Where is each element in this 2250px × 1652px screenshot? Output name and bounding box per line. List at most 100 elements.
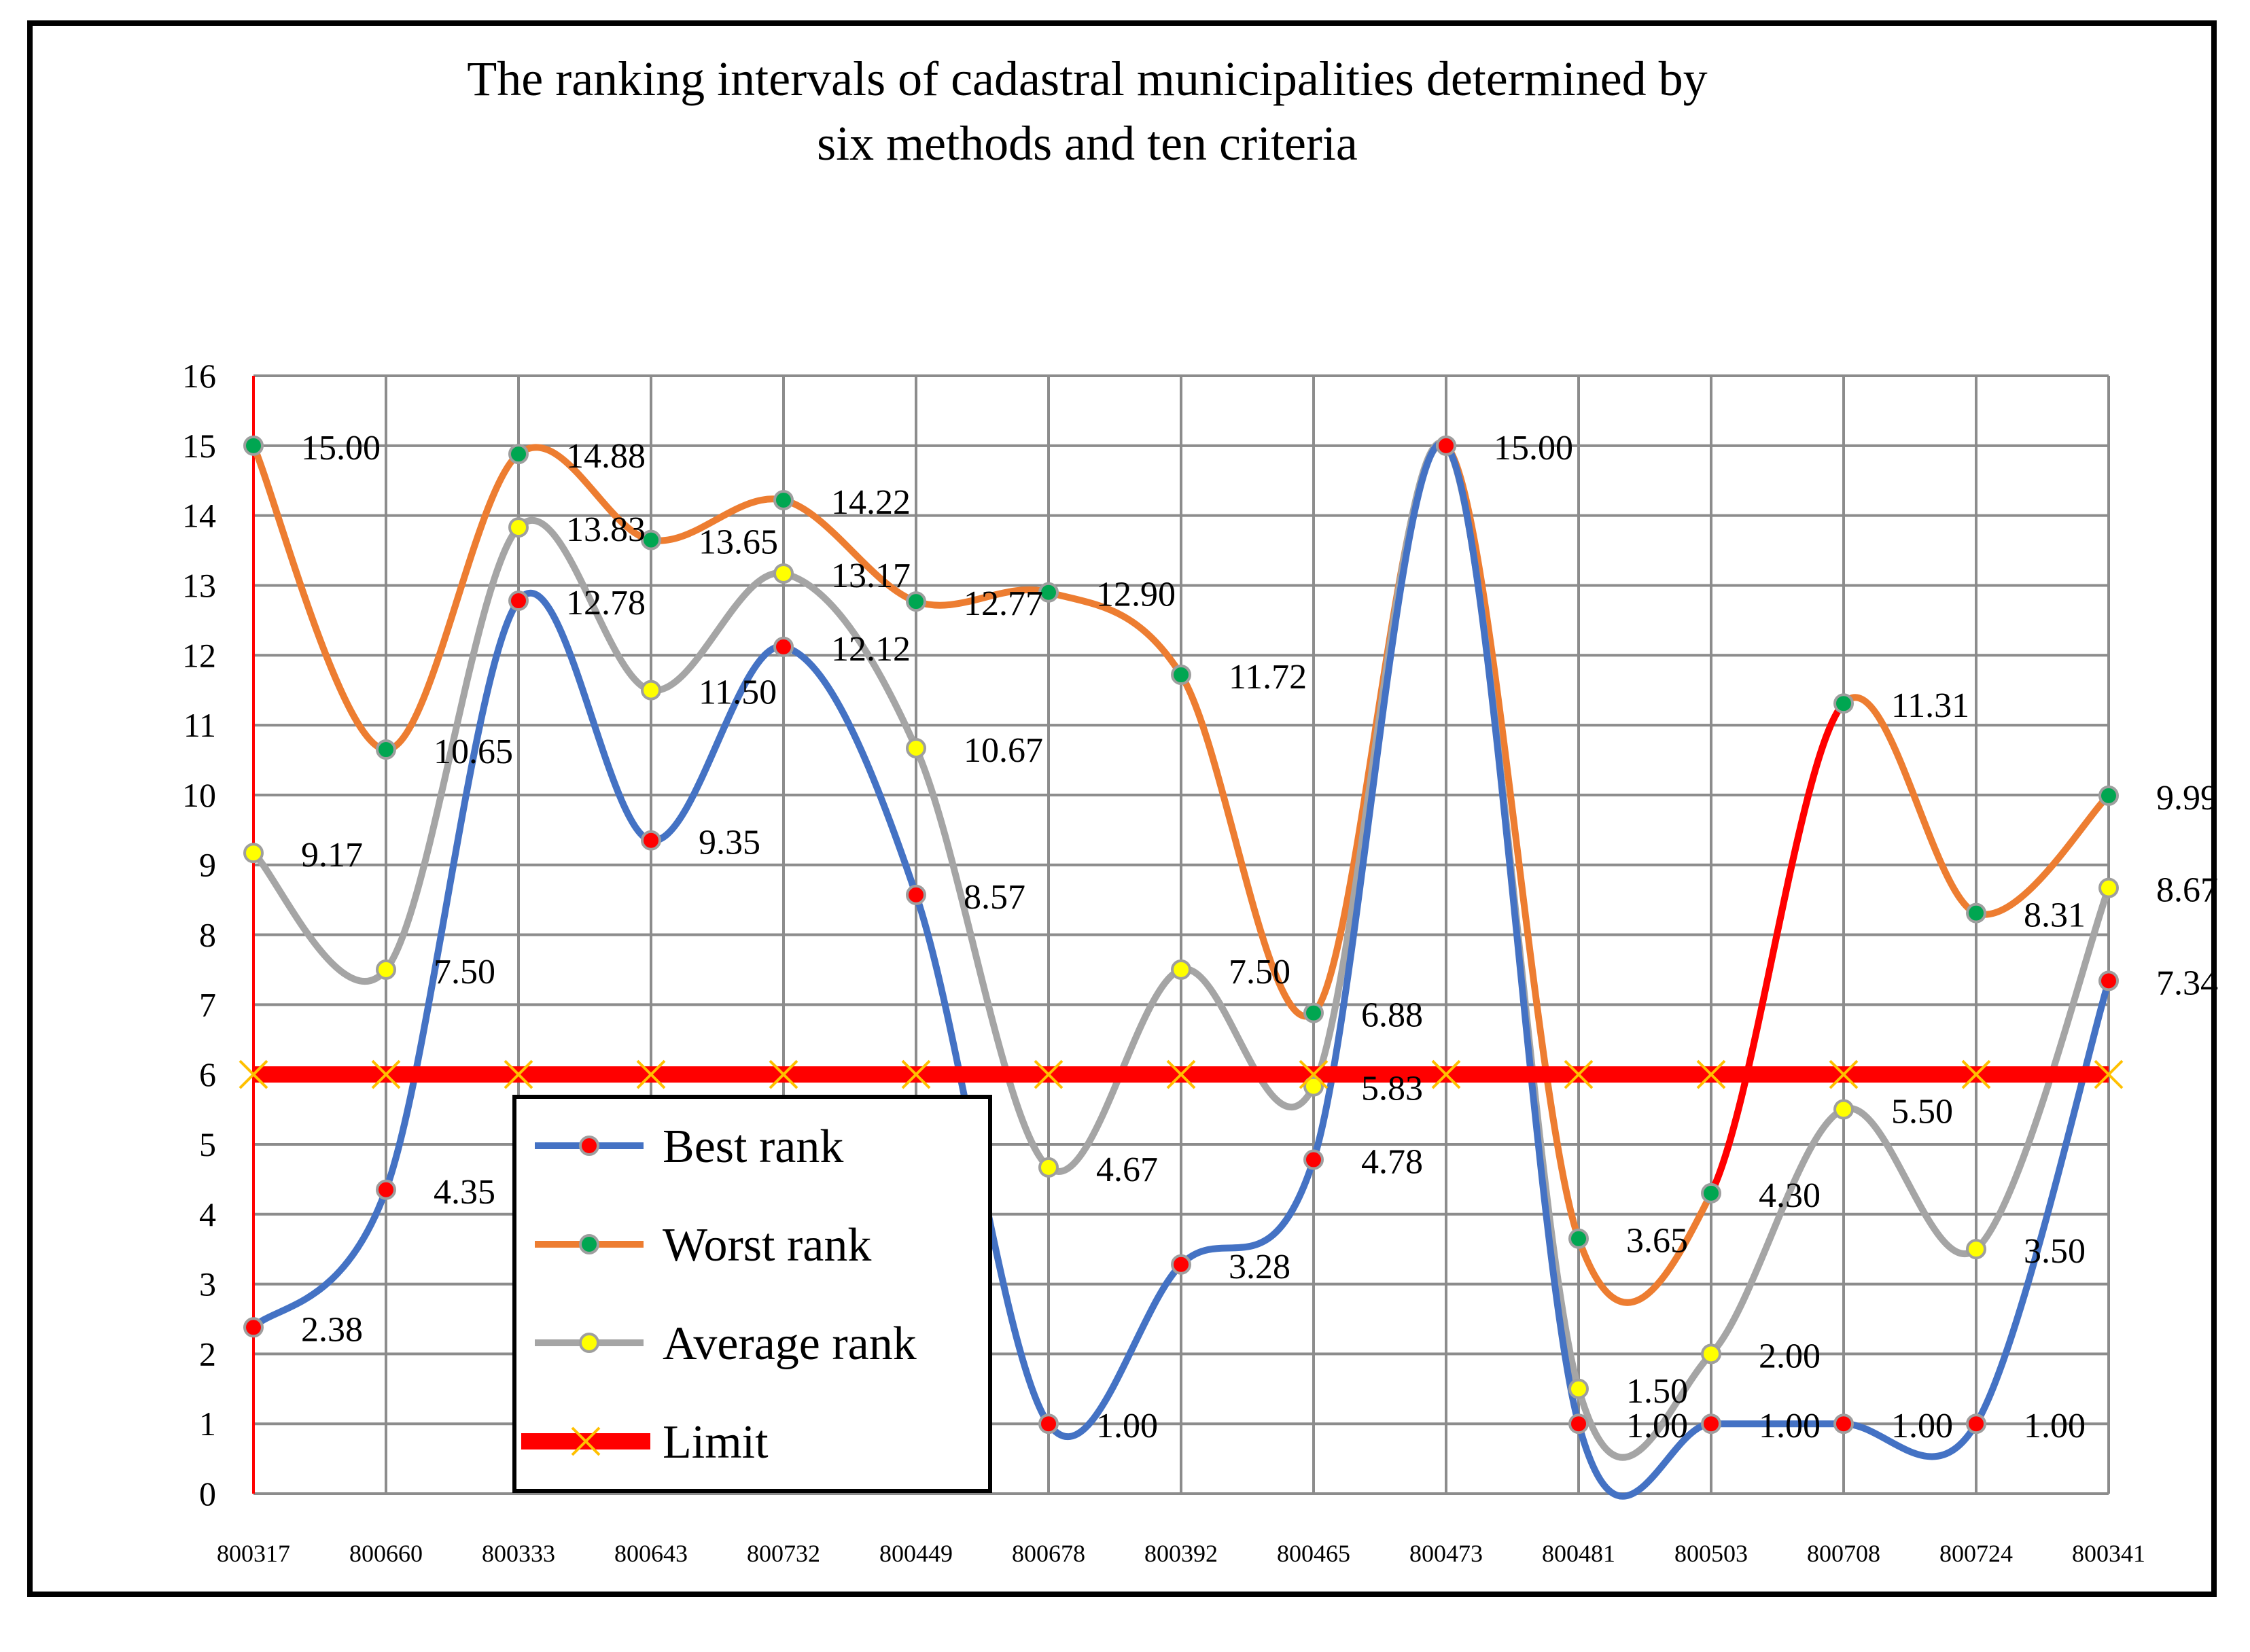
best-rank-point <box>243 1317 264 1338</box>
y-tick-label: 9 <box>199 846 216 884</box>
limit-point <box>239 1059 268 1089</box>
best-rank-point <box>1171 1254 1191 1275</box>
best-rank-label: 1.00 <box>1891 1407 1953 1445</box>
x-tick-label: 800317 <box>217 1540 290 1567</box>
y-tick-label: 6 <box>199 1055 216 1093</box>
best-rank-label: 1.00 <box>1759 1407 1821 1445</box>
average-rank-point <box>1966 1239 1986 1260</box>
limit-point <box>1299 1059 1329 1089</box>
data-labels: 2.38 15.00 9.17 4.35 10.65 7.50 12.78 14.88 13.8… <box>301 429 2218 1445</box>
average-rank-point <box>641 680 661 701</box>
y-tick-label: 8 <box>199 916 216 954</box>
limit-point <box>636 1059 666 1089</box>
legend-swatch-marker <box>579 1333 599 1353</box>
x-tick-label: 800732 <box>747 1540 820 1567</box>
x-tick-label: 800678 <box>1012 1540 1085 1567</box>
best-rank-point <box>2098 970 2119 991</box>
best-rank-label: 1.00 <box>2024 1407 2086 1445</box>
best-rank-point <box>773 636 794 657</box>
limit-point <box>769 1059 798 1089</box>
legend-item-worst-rank: Worst rank <box>535 1219 871 1271</box>
limit-marker-stroke <box>636 1059 666 1089</box>
x-tick-label: 800473 <box>1409 1540 1483 1567</box>
worst-rank-label: 15.00 <box>301 429 381 468</box>
series-markers <box>239 435 2124 1435</box>
average-rank-point <box>1833 1099 1854 1120</box>
limit-marker-stroke <box>371 1059 401 1089</box>
limit-marker-stroke <box>1299 1059 1329 1089</box>
limit-marker-stroke <box>901 1059 931 1089</box>
best-rank-label: 1.00 <box>1626 1407 1688 1445</box>
worst-rank-label: 4.30 <box>1759 1176 1821 1215</box>
average-rank-label: 5.83 <box>1361 1070 1423 1108</box>
best-rank-label: 12.78 <box>566 584 646 622</box>
chart-title-line2: six methods and ten criteria <box>817 116 1358 171</box>
limit-point <box>1696 1059 1726 1089</box>
y-tick-label: 16 <box>182 357 216 395</box>
x-tick-label: 800643 <box>614 1540 688 1567</box>
average-rank-point <box>1038 1157 1059 1178</box>
worst-rank-point <box>1833 693 1854 714</box>
y-tick-label: 11 <box>183 706 216 744</box>
worst-rank-point <box>773 490 794 511</box>
best-rank-label: 12.12 <box>831 630 911 669</box>
best-rank-point <box>1038 1413 1059 1435</box>
average-rank-point <box>508 517 529 538</box>
average-rank-point <box>243 843 264 864</box>
best-rank-point <box>508 591 529 612</box>
best-rank-point <box>1833 1413 1854 1435</box>
y-tick-label: 13 <box>182 566 216 604</box>
average-rank-label: 1.50 <box>1626 1372 1688 1411</box>
x-axis: 800317 800660 800333 800643 800732 800449 8006… <box>217 1540 2145 1567</box>
worst-rank-label: 12.90 <box>1096 576 1176 614</box>
limit-marker-stroke <box>239 1059 268 1089</box>
worst-rank-label: 13.65 <box>699 523 778 562</box>
average-rank-point <box>1568 1378 1589 1399</box>
legend-label: Worst rank <box>663 1219 871 1271</box>
worst-rank-point <box>508 444 529 465</box>
worst-rank-point <box>376 739 396 760</box>
y-tick-label: 1 <box>199 1405 216 1443</box>
worst-rank-point <box>1303 1002 1324 1023</box>
worst-rank-label: 10.65 <box>434 733 513 771</box>
average-rank-label: 10.67 <box>964 731 1043 770</box>
worst-rank-label: 12.77 <box>964 584 1043 623</box>
average-rank-point <box>2098 877 2119 898</box>
x-tick-label: 800333 <box>482 1540 555 1567</box>
limit-point <box>1961 1059 1991 1089</box>
average-rank-label: 9.17 <box>301 836 363 875</box>
best-rank-label: 4.78 <box>1361 1143 1423 1182</box>
x-tick-label: 800724 <box>1939 1540 2013 1567</box>
x-tick-label: 800465 <box>1277 1540 1350 1567</box>
y-tick-label: 0 <box>199 1475 216 1513</box>
y-tick-label: 7 <box>199 985 216 1023</box>
worst-rank-label: 9.99 <box>2156 779 2218 818</box>
worst-rank-point <box>906 591 926 612</box>
legend-item-average-rank: Average rank <box>535 1318 917 1370</box>
best-rank-point <box>1966 1413 1986 1435</box>
average-rank-point <box>1171 959 1191 980</box>
average-rank-label: 5.50 <box>1891 1093 1953 1131</box>
limit-point <box>1431 1059 1461 1089</box>
legend-label: Best rank <box>663 1121 843 1173</box>
average-rank-point <box>906 737 926 758</box>
y-tick-label: 2 <box>199 1335 216 1373</box>
average-rank-point <box>1701 1343 1721 1365</box>
worst-rank-point <box>243 435 264 456</box>
legend-swatch-marker <box>579 1234 599 1254</box>
best-rank-point <box>1568 1413 1589 1435</box>
x-tick-label: 800481 <box>1542 1540 1615 1567</box>
y-tick-label: 14 <box>182 497 216 535</box>
best-rank-label: 9.35 <box>699 824 760 862</box>
chart-frame <box>27 20 2217 1597</box>
best-rank-label: 2.38 <box>301 1310 363 1349</box>
y-tick-label: 4 <box>199 1195 216 1233</box>
worst-rank-point <box>641 529 661 550</box>
limit-point <box>901 1059 931 1089</box>
y-tick-label: 15 <box>182 427 216 465</box>
limit-point <box>2094 1059 2124 1089</box>
limit-point <box>1034 1059 1064 1089</box>
best-rank-point <box>376 1179 396 1200</box>
worst-rank-label: 11.31 <box>1891 686 1969 725</box>
